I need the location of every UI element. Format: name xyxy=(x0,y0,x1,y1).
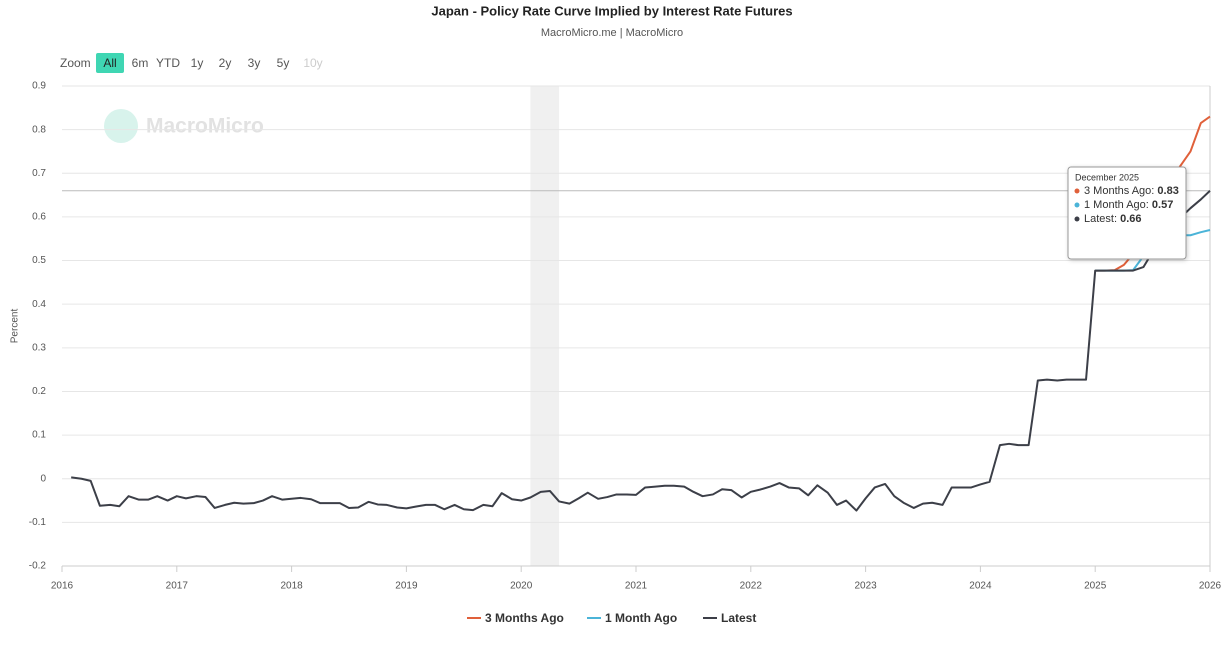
series-line xyxy=(71,190,1211,512)
tooltip-value: 0.66 xyxy=(1120,213,1141,225)
tooltip-item: 1 Month Ago: 0.57 xyxy=(1084,199,1173,211)
y-tick-label: 0.4 xyxy=(32,299,46,310)
shaded-region xyxy=(530,86,560,566)
tooltip-title: December 2025 xyxy=(1075,172,1139,182)
tooltip-item: Latest: 0.66 xyxy=(1084,213,1142,225)
y-tick-label: -0.2 xyxy=(29,561,47,572)
zoom-button[interactable]: 6m xyxy=(132,56,149,70)
zoom-button[interactable]: YTD xyxy=(156,56,180,70)
tooltip-dot xyxy=(1074,188,1080,194)
y-tick-label: 0.7 xyxy=(32,168,46,179)
zoom-label: Zoom xyxy=(60,56,91,70)
tooltip-dot xyxy=(1074,216,1080,222)
y-tick-label: 0.8 xyxy=(32,124,46,135)
x-tick-label: 2026 xyxy=(1199,581,1222,592)
y-tick-label: 0.5 xyxy=(32,255,46,266)
zoom-button[interactable]: 5y xyxy=(277,56,290,70)
tooltip-series-name: 3 Months Ago xyxy=(1084,185,1151,197)
watermark: MacroMicro xyxy=(146,115,264,138)
legend-label[interactable]: 3 Months Ago xyxy=(485,611,564,625)
tooltip-sep: : xyxy=(1114,213,1120,225)
tooltip-box xyxy=(1067,166,1187,260)
legend-label[interactable]: 1 Month Ago xyxy=(605,611,677,625)
chart-subtitle: MacroMicro.me | MacroMicro xyxy=(541,27,683,39)
x-tick-label: 2021 xyxy=(625,581,648,592)
x-tick-label: 2025 xyxy=(1084,581,1107,592)
x-tick-label: 2017 xyxy=(166,581,189,592)
tooltip-dot xyxy=(1074,202,1080,208)
watermark-logo xyxy=(104,109,138,143)
zoom-button[interactable]: 1y xyxy=(191,56,204,70)
y-tick-label: 0.6 xyxy=(32,212,46,223)
y-tick-label: 0.2 xyxy=(32,386,46,397)
y-tick-label: 0.1 xyxy=(32,430,46,441)
zoom-button[interactable]: 2y xyxy=(219,56,232,70)
x-tick-label: 2024 xyxy=(969,581,992,592)
y-axis-label: Percent xyxy=(10,309,21,344)
zoom-button[interactable]: 3y xyxy=(248,56,261,70)
tooltip-sep: : xyxy=(1151,185,1157,197)
y-tick-label: 0.9 xyxy=(32,81,46,92)
x-tick-label: 2019 xyxy=(395,581,418,592)
tooltip-series-name: 1 Month Ago xyxy=(1084,199,1146,211)
legend-label[interactable]: Latest xyxy=(721,611,756,625)
x-tick-label: 2020 xyxy=(510,581,533,592)
tooltip-item: 3 Months Ago: 0.83 xyxy=(1084,185,1179,197)
chart-title: Japan - Policy Rate Curve Implied by Int… xyxy=(431,3,792,18)
tooltip-series-name: Latest xyxy=(1084,213,1114,225)
zoom-button: 10y xyxy=(303,56,322,70)
zoom-button-bg xyxy=(96,53,124,73)
y-tick-label: 0 xyxy=(40,473,46,484)
zoom-button[interactable]: All xyxy=(103,56,116,70)
y-tick-label: -0.1 xyxy=(29,517,47,528)
x-tick-label: 2023 xyxy=(854,581,877,592)
y-tick-label: 0.3 xyxy=(32,342,46,353)
x-tick-label: 2018 xyxy=(280,581,303,592)
x-tick-label: 2022 xyxy=(740,581,763,592)
tooltip-value: 0.83 xyxy=(1157,185,1178,197)
tooltip-sep: : xyxy=(1146,199,1152,211)
tooltip-value: 0.57 xyxy=(1152,199,1173,211)
x-tick-label: 2016 xyxy=(51,581,74,592)
